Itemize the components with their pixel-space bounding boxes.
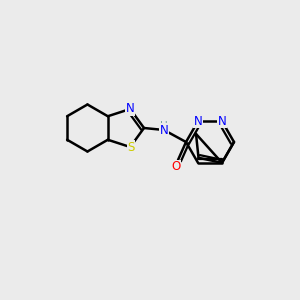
Text: N: N xyxy=(160,124,168,136)
Text: O: O xyxy=(171,160,181,173)
Text: H: H xyxy=(160,121,168,131)
Text: N: N xyxy=(218,115,226,128)
Text: N: N xyxy=(126,103,135,116)
Text: N: N xyxy=(194,115,202,128)
Text: S: S xyxy=(128,140,135,154)
